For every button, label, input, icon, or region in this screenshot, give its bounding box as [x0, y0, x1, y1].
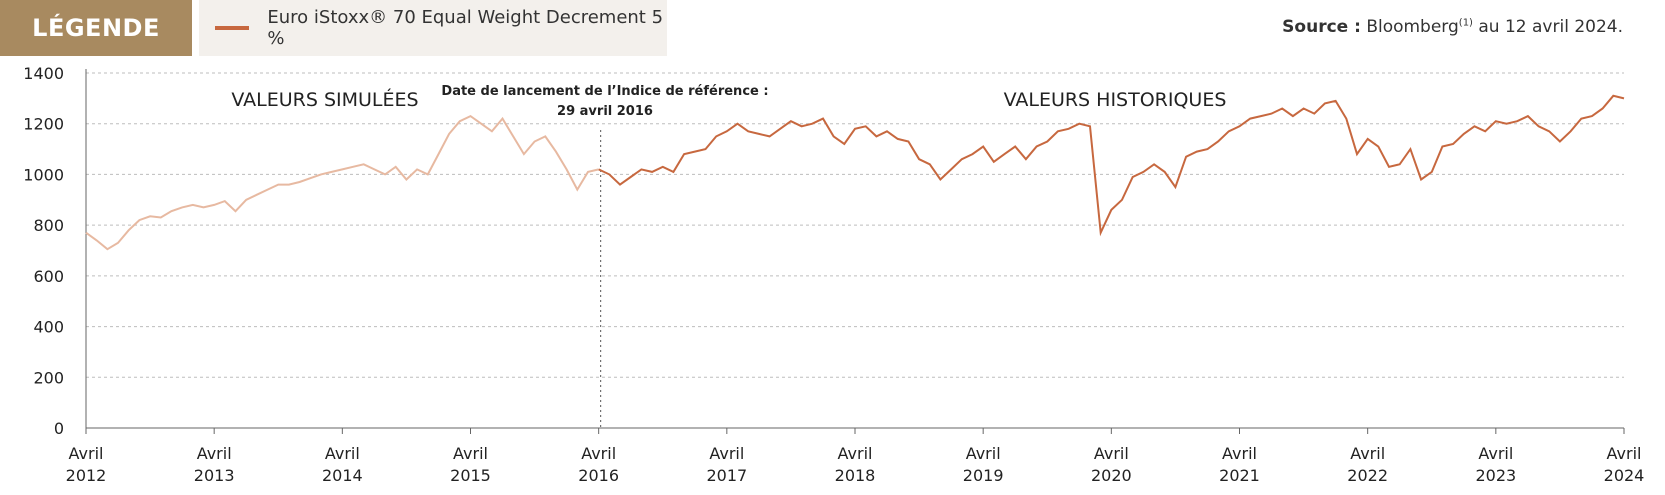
x-tick-year: 2023	[1475, 466, 1516, 485]
x-tick-month: Avril	[1350, 444, 1385, 463]
x-tick-month: Avril	[453, 444, 488, 463]
source-text-after: au 12 avril 2024.	[1478, 17, 1623, 37]
y-tick-label: 400	[33, 318, 64, 337]
y-tick-label: 1200	[23, 115, 64, 134]
x-tick-year: 2012	[66, 466, 107, 485]
legend-swatch	[215, 26, 250, 30]
source-note: Source : Bloomberg(1) au 12 avril 2024.	[1282, 17, 1623, 37]
x-tick-month: Avril	[1478, 444, 1513, 463]
x-tick-month: Avril	[1094, 444, 1129, 463]
x-tick-month: Avril	[966, 444, 1001, 463]
x-tick-year: 2024	[1604, 466, 1645, 485]
y-tick-label: 600	[33, 267, 64, 286]
y-tick-label: 200	[33, 368, 64, 387]
x-tick-month: Avril	[581, 444, 616, 463]
x-tick-month: Avril	[1222, 444, 1257, 463]
x-tick-year: 2017	[706, 466, 747, 485]
x-tick-month: Avril	[69, 444, 104, 463]
source-superscript: (1)	[1458, 17, 1473, 29]
legend-tag: LÉGENDE	[0, 0, 192, 56]
y-tick-label: 1400	[23, 64, 64, 83]
x-tick-year: 2019	[963, 466, 1004, 485]
x-tick-month: Avril	[197, 444, 232, 463]
legend-series-label: Euro iStoxx® 70 Equal Weight Decrement 5…	[267, 7, 664, 49]
x-tick-year: 2013	[194, 466, 235, 485]
series-line-historical	[598, 94, 1625, 237]
legend: Euro iStoxx® 70 Equal Weight Decrement 5…	[199, 0, 667, 56]
source-label: Source :	[1282, 17, 1361, 37]
x-tick-year: 2015	[450, 466, 491, 485]
source-text-before: Bloomberg	[1366, 17, 1459, 37]
annotation-historical: VALEURS HISTORIQUES	[1004, 89, 1227, 111]
x-tick-month: Avril	[325, 444, 360, 463]
annotation-launch-line2: 29 avril 2016	[557, 104, 653, 119]
legend-tag-label: LÉGENDE	[32, 14, 160, 42]
x-tick-year: 2018	[835, 466, 876, 485]
annotation-simulated: VALEURS SIMULÉES	[231, 88, 418, 111]
y-tick-label: 800	[33, 216, 64, 235]
annotation-launch-line1: Date de lancement de l’Indice de référen…	[441, 84, 768, 99]
x-tick-year: 2014	[322, 466, 363, 485]
x-tick-year: 2016	[578, 466, 619, 485]
x-tick-year: 2020	[1091, 466, 1132, 485]
x-tick-month: Avril	[838, 444, 873, 463]
y-tick-label: 1000	[23, 165, 64, 184]
series-line-simulated	[85, 114, 599, 251]
x-tick-year: 2022	[1347, 466, 1388, 485]
x-tick-month: Avril	[1607, 444, 1642, 463]
y-tick-label: 0	[54, 419, 64, 438]
x-tick-year: 2021	[1219, 466, 1260, 485]
x-tick-month: Avril	[709, 444, 744, 463]
